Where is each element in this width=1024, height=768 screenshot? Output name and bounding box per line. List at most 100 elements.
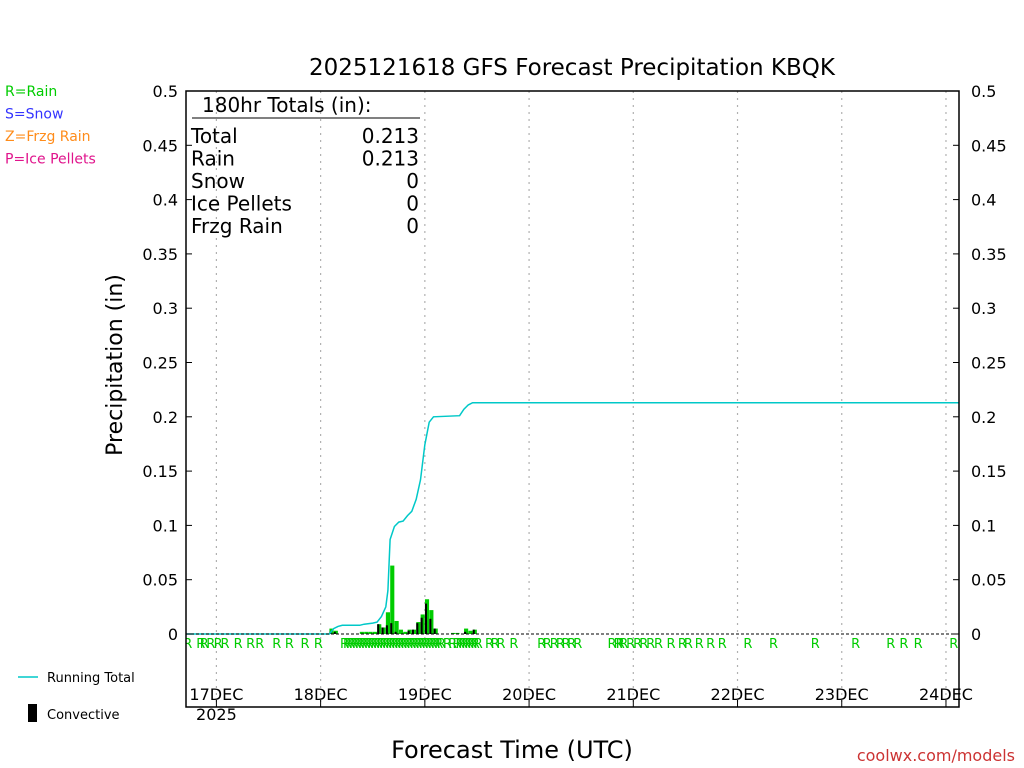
rain-marker: R	[474, 637, 483, 652]
y-tick-label-right: 0.5	[971, 82, 996, 101]
rain-marker: R	[422, 637, 431, 652]
rain-marker: R	[373, 637, 382, 652]
convective-bar	[420, 617, 423, 634]
rain-marker: R	[255, 637, 264, 652]
y-tick-label: 0.2	[153, 408, 178, 427]
x-tick-label: 21DEC	[606, 685, 660, 704]
rain-marker: R	[349, 637, 358, 652]
rain-marker: R	[355, 637, 364, 652]
rain-marker: R	[556, 637, 565, 652]
totals-header: 180hr Totals (in):	[202, 93, 372, 117]
y-tick-label-right: 0.2	[971, 408, 996, 427]
totals-box: 180hr Totals (in): Total 0.213 Rain 0.213 Sno…	[190, 93, 420, 238]
y-tick-label: 0.3	[153, 299, 178, 318]
rain-marker: R	[246, 637, 255, 652]
rain-marker: R	[300, 637, 309, 652]
rain-marker: R	[404, 637, 413, 652]
rain-marker: R	[425, 637, 434, 652]
rain-marker: R	[626, 637, 635, 652]
precip-bars	[329, 565, 477, 634]
rain-marker: R	[485, 637, 494, 652]
rain-marker: R	[914, 637, 923, 652]
y-tick-label: 0	[168, 625, 178, 644]
convective-bar	[411, 629, 414, 634]
rain-marker: R	[509, 637, 518, 652]
rain-marker: R	[561, 637, 570, 652]
y-tick-label-right: 0.25	[971, 354, 1007, 373]
rain-marker: R	[769, 637, 778, 652]
rain-marker: R	[949, 637, 958, 652]
totals-row-value: 0.213	[362, 147, 419, 171]
rain-marker: R	[370, 637, 379, 652]
rain-bar	[394, 620, 399, 634]
rain-marker: R	[386, 637, 395, 652]
rain-marker: R	[448, 637, 457, 652]
rain-marker: R	[361, 637, 370, 652]
rain-marker: R	[459, 637, 468, 652]
rain-marker: R	[413, 637, 422, 652]
rain-marker: R	[619, 637, 628, 652]
precip-type-legend-item: S=Snow	[5, 107, 63, 123]
precip-type-legend: R=Rain S=Snow Z=Frzg Rain P=Ice Pellets	[5, 84, 96, 168]
rain-bar	[359, 631, 364, 634]
running-total-legend-label: Running Total	[47, 671, 135, 686]
totals-row-label: Snow	[191, 169, 245, 193]
footer-credit: coolwx.com/models	[857, 746, 1015, 765]
convective-bar	[407, 630, 410, 634]
rain-bar	[464, 628, 469, 634]
rain-marker: R	[543, 637, 552, 652]
rain-marker: R	[183, 637, 192, 652]
rain-marker: R	[633, 637, 642, 652]
y-tick-label: 0.25	[142, 354, 178, 373]
rain-bar	[451, 632, 456, 634]
rain-marker: R	[340, 637, 349, 652]
x-tick-label: 17DEC	[189, 685, 243, 704]
precip-type-legend-item: Z=Frzg Rain	[5, 129, 91, 145]
convective-bar	[385, 625, 388, 634]
rain-bar	[364, 631, 369, 634]
totals-row-label: Total	[190, 124, 238, 148]
rain-bar	[403, 631, 408, 634]
totals-row-label: Frzg Rain	[191, 214, 283, 238]
rain-marker: R	[706, 637, 715, 652]
convective-bar	[424, 603, 428, 634]
rain-marker: R	[352, 637, 361, 652]
rain-marker: R	[462, 637, 471, 652]
rain-bar	[468, 630, 473, 634]
y-tick-label: 0.35	[142, 245, 178, 264]
y-tick-label-right: 0.1	[971, 516, 996, 535]
y-tick-label: 0.5	[153, 82, 178, 101]
rain-marker: R	[285, 637, 294, 652]
rain-marker: R	[465, 637, 474, 652]
rain-marker: R	[607, 637, 616, 652]
rain-marker: R	[364, 637, 373, 652]
rain-marker: R	[206, 637, 215, 652]
y-tick-label-right: 0.35	[971, 245, 1007, 264]
totals-row-label: Rain	[191, 147, 235, 171]
plot-frame	[185, 90, 960, 708]
y-tick-label-right: 0	[971, 625, 981, 644]
y-tick-label: 0.45	[142, 136, 178, 155]
y-tick-label: 0.1	[153, 516, 178, 535]
chart-title: 2025121618 GFS Forecast Precipitation KB…	[309, 55, 836, 81]
totals-row-value: 0	[406, 192, 419, 216]
y-axis-ticks: 0 00.05 0.050.1 0.10.15 0.150.2 0.20.25 0.250.…	[142, 82, 1006, 644]
rain-marker: R	[437, 637, 446, 652]
y-tick-label-right: 0.4	[971, 191, 996, 210]
running-total-curve	[186, 401, 959, 635]
precip-type-legend-item: P=Ice Pellets	[5, 152, 96, 168]
rain-marker: R	[272, 637, 281, 652]
rain-marker: R	[491, 637, 500, 652]
totals-row-label: Ice Pellets	[191, 192, 292, 216]
precip-type-legend-item: R=Rain	[5, 84, 57, 100]
rain-marker: R	[567, 637, 576, 652]
totals-row-value: 0.213	[362, 124, 419, 148]
rain-marker: R	[380, 637, 389, 652]
rain-marker: R	[496, 637, 505, 652]
x-axis-label: Forecast Time (UTC)	[391, 736, 633, 764]
rain-marker: R	[410, 637, 419, 652]
rain-marker: R	[886, 637, 895, 652]
rain-marker: R	[471, 637, 480, 652]
